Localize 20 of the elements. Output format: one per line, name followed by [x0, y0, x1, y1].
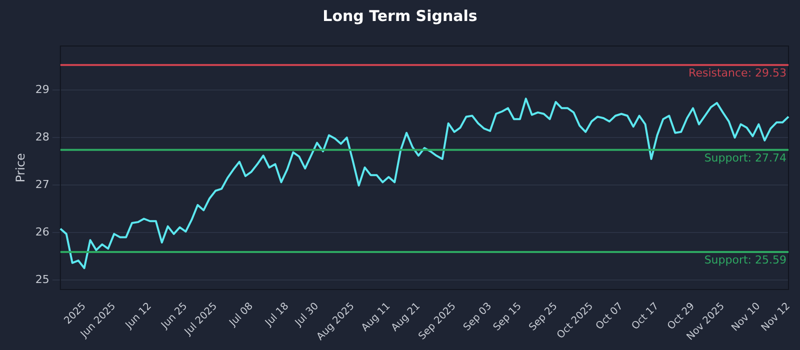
x-tick-label: Oct 17 [630, 300, 662, 332]
x-tick-label: Sep 03 [462, 300, 494, 334]
x-tick-label: Sep 15 [492, 300, 524, 334]
y-tick-label: 25 [35, 272, 50, 286]
y-tick-label: 27 [35, 178, 50, 191]
ref-line-label: Support: 27.74 [704, 151, 787, 164]
x-tick-label: Aug 11 [360, 300, 393, 334]
x-tick-label: Jul 30 [292, 300, 321, 330]
x-tick-label: Nov 12 [760, 300, 792, 334]
chart-title: Long Term Signals [322, 6, 478, 25]
ref-line-label: Support: 25.59 [704, 253, 787, 266]
x-tick-label: Jul 18 [262, 300, 292, 330]
y-tick-label: 29 [35, 82, 50, 96]
x-tick-label: Jul 08 [227, 300, 256, 330]
x-tick-label: Oct 07 [594, 300, 626, 332]
y-tick-label: 26 [35, 225, 50, 238]
y-tick-label: 28 [35, 130, 50, 144]
ref-line-label: Resistance: 29.53 [688, 66, 787, 80]
y-axis-title: Price [13, 153, 28, 182]
x-tick-label: Jun 12 [123, 300, 154, 332]
